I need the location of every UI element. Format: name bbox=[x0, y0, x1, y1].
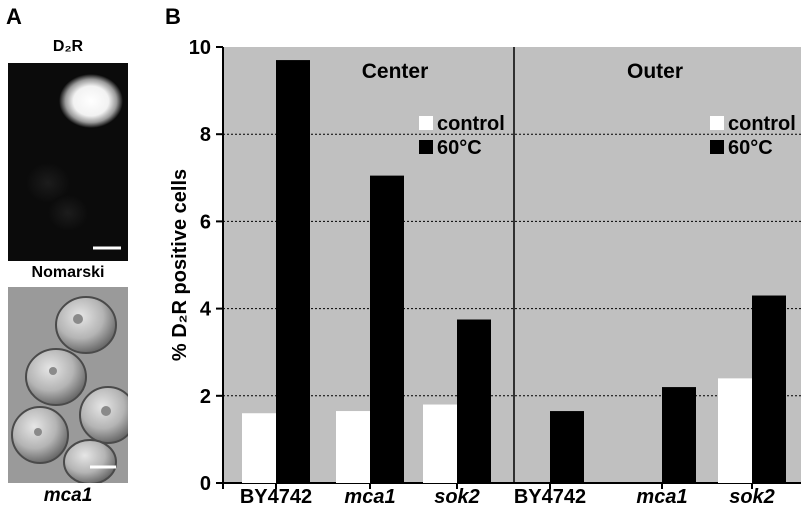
x-tick-label: mca1 bbox=[636, 486, 687, 508]
x-tick-label: sok2 bbox=[729, 486, 775, 508]
legend-label-heat: 60°C bbox=[728, 137, 773, 159]
bar-control bbox=[336, 411, 370, 483]
y-tick-label: 4 bbox=[200, 299, 212, 321]
legend-swatch-heat bbox=[710, 140, 724, 154]
legend-label-control: control bbox=[437, 113, 505, 135]
y-tick-label: 8 bbox=[200, 124, 211, 146]
bar-control bbox=[242, 413, 276, 483]
bar-control bbox=[718, 378, 752, 483]
legend-swatch-control bbox=[419, 116, 433, 130]
legend-label-control: control bbox=[728, 113, 796, 135]
legend-swatch-control bbox=[710, 116, 724, 130]
panel-b-letter: B bbox=[165, 4, 181, 29]
y-tick-label: 10 bbox=[189, 37, 211, 59]
y-tick-label: 6 bbox=[200, 211, 211, 233]
x-tick-label: sok2 bbox=[434, 486, 480, 508]
legend-label-heat: 60°C bbox=[437, 137, 482, 159]
x-tick-label: mca1 bbox=[344, 486, 395, 508]
strain-label: mca1 bbox=[43, 485, 93, 506]
bar-heat bbox=[370, 175, 404, 483]
x-tick-label: BY4742 bbox=[240, 486, 312, 508]
fluorescence-label: D₂R bbox=[52, 38, 84, 55]
y-axis-label: % D₂R positive cells bbox=[169, 169, 191, 361]
bar-heat bbox=[662, 387, 696, 483]
plot-area bbox=[223, 47, 801, 483]
panel-a-letter: A bbox=[6, 4, 22, 29]
fluorescence-micrograph bbox=[8, 63, 128, 261]
bar-control bbox=[423, 404, 457, 483]
bar-heat bbox=[550, 411, 584, 483]
panel-title: Center bbox=[362, 60, 429, 83]
bar-heat bbox=[752, 295, 786, 483]
legend-swatch-heat bbox=[419, 140, 433, 154]
y-tick-label: 2 bbox=[200, 386, 211, 408]
y-tick-label: 0 bbox=[200, 473, 211, 495]
bar-heat bbox=[276, 60, 310, 484]
nomarski-label: Nomarski bbox=[31, 264, 105, 281]
x-tick-label: BY4742 bbox=[514, 486, 586, 508]
panel-title: Outer bbox=[627, 60, 683, 83]
nomarski-micrograph bbox=[8, 287, 128, 483]
bar-heat bbox=[457, 319, 491, 483]
